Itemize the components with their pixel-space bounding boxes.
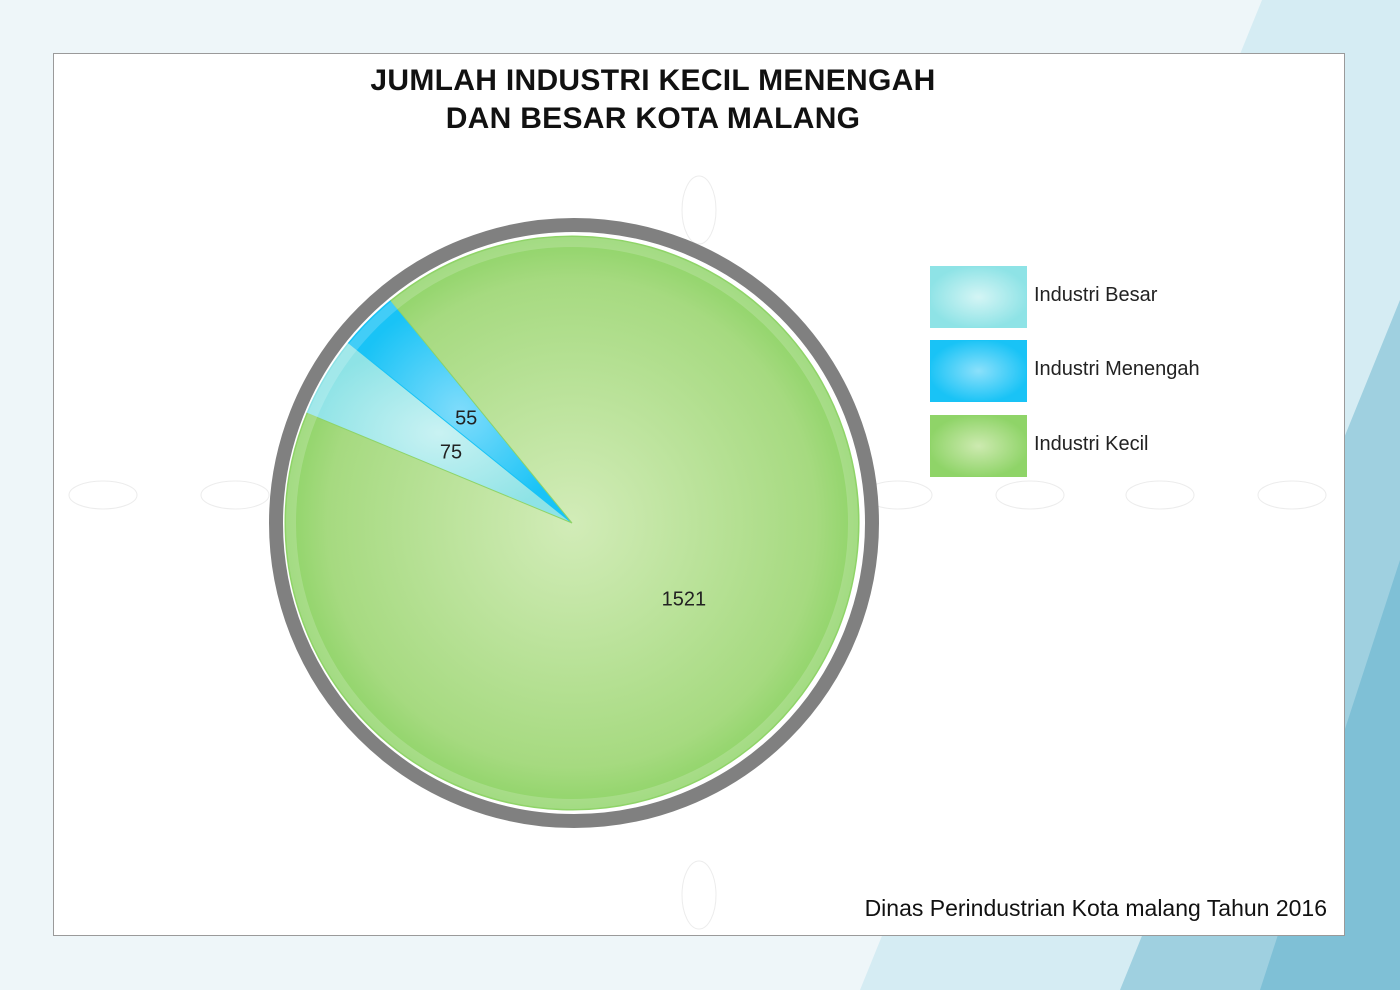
data-label-industri-kecil: 1521: [662, 588, 707, 610]
data-label-industri-besar: 75: [440, 441, 462, 463]
legend-swatch-industri-kecil: [930, 415, 1027, 477]
pie-inner-rim: [286, 237, 858, 809]
pie-slice-industri-kecil: [284, 235, 860, 811]
decorative-guides: [68, 175, 1327, 930]
legend-label-industri-besar: Industri Besar: [1034, 284, 1158, 306]
legend-label-industri-kecil: Industri Kecil: [1034, 433, 1149, 455]
chart-title: JUMLAH INDUSTRI KECIL MENENGAH DAN BESAR…: [53, 62, 1253, 138]
chart-title-line-2: DAN BESAR KOTA MALANG: [445, 102, 861, 135]
data-label-industri-menengah: 55: [455, 408, 477, 430]
chart-title-line-1: JUMLAH INDUSTRI KECIL MENENGAH: [370, 64, 936, 97]
source-note: Dinas Perindustrian Kota malang Tahun 20…: [864, 895, 1327, 921]
legend-label-industri-menengah: Industri Menengah: [1034, 358, 1200, 380]
legend-swatch-industri-besar: [930, 266, 1027, 328]
legend-swatch-industri-menengah: [930, 340, 1027, 402]
